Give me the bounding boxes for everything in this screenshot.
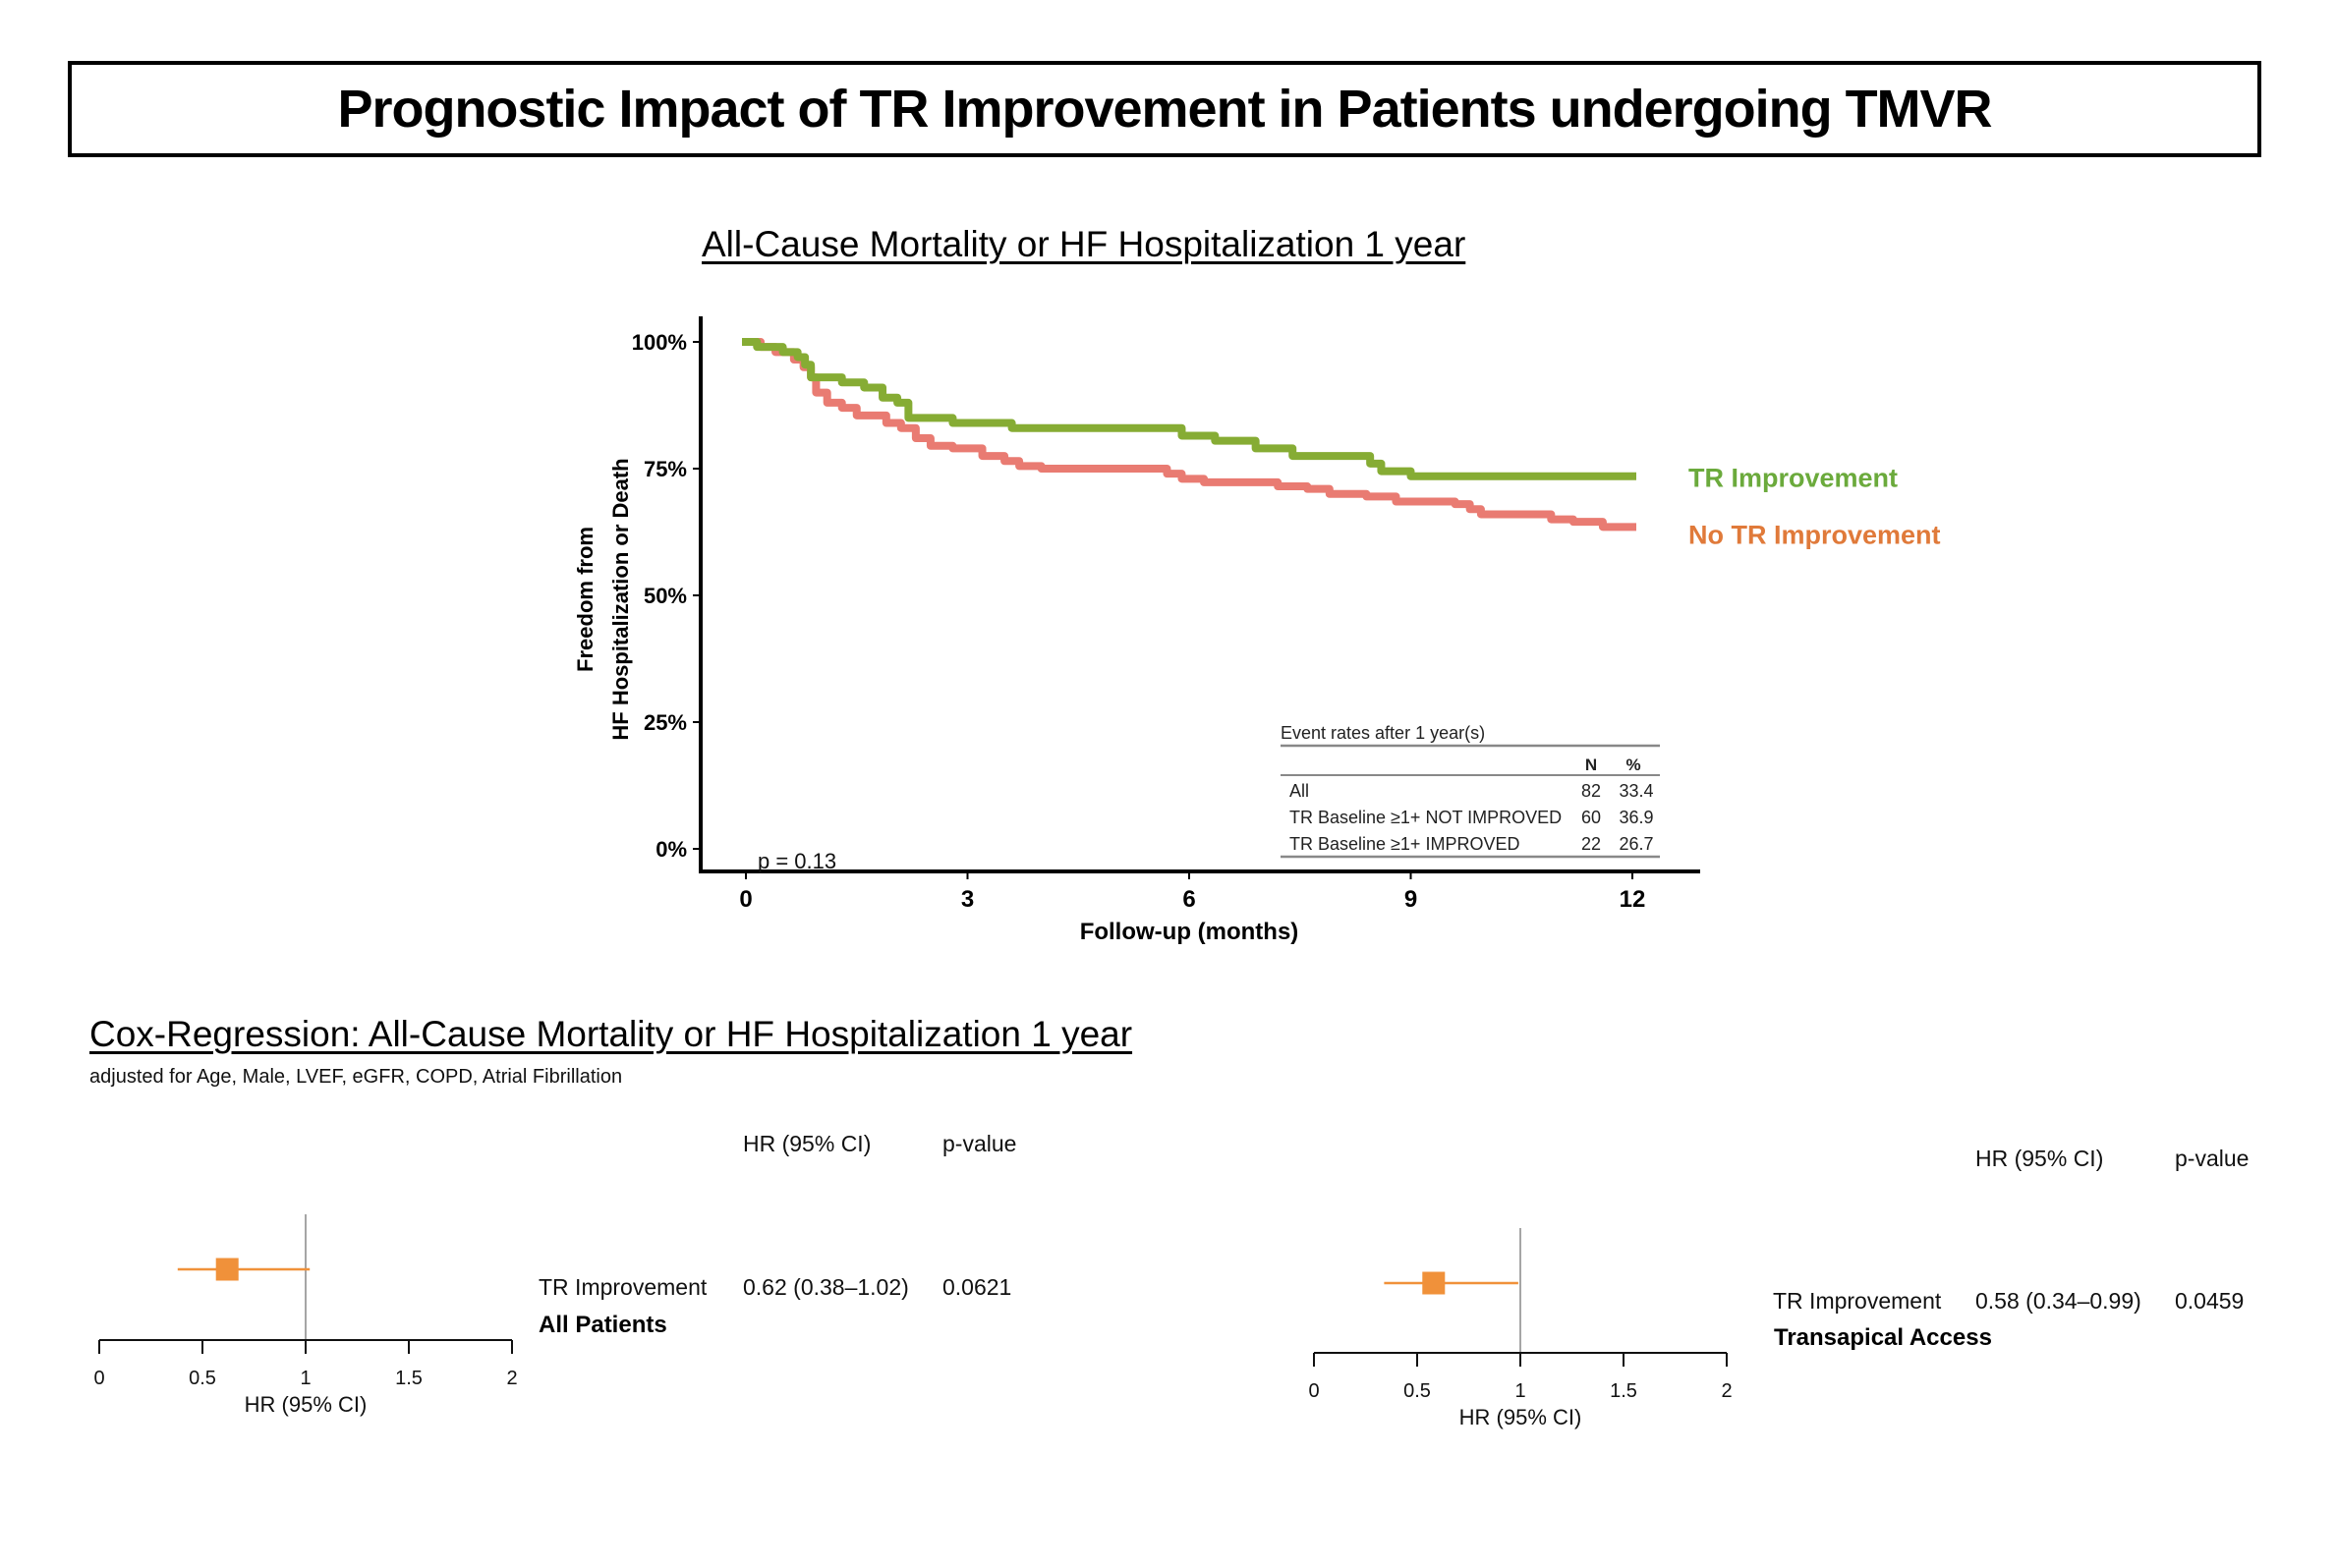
legend-label-tr-improvement: TR Improvement — [1688, 464, 1898, 493]
km-chart: 0% 25% 50% 75% 100% 0 3 6 9 12 Follow-up (months) F… — [573, 316, 1941, 945]
event-table-row-pct: 33.4 — [1619, 781, 1653, 801]
forest2-subgroup: Transapical Access — [1774, 1324, 1992, 1351]
forest1-row-label: TR Improvement — [539, 1274, 708, 1300]
forest-x-axis-label: HR (95% CI) — [245, 1392, 368, 1417]
event-table-row-n: 60 — [1581, 808, 1601, 827]
forest2-row-p: 0.0459 — [2175, 1288, 2245, 1314]
forest-x-tick-label: 2 — [506, 1368, 517, 1389]
forest2-row-hr: 0.58 (0.34–0.99) — [1975, 1288, 2141, 1314]
event-table-header-pct: % — [1625, 756, 1640, 774]
p-value-annotation: p = 0.13 — [758, 849, 836, 873]
km-y-axis-label: Freedom from HF Hospitalization or Death — [573, 458, 633, 740]
km-x-tick-label: 0 — [739, 886, 752, 913]
event-rate-table: Event rates after 1 year(s) N % All 82 33.4 TR… — [1281, 723, 1660, 859]
forest2-p-header: p-value — [2175, 1146, 2250, 1171]
forest-x-tick-label: 1 — [1514, 1380, 1525, 1402]
forest-x-tick-label: 0 — [1308, 1380, 1319, 1402]
event-table-row-n: 22 — [1581, 834, 1601, 854]
forest-plot-all-patients: 0 0.5 1 1.5 2 HR (95% CI) — [93, 1214, 518, 1417]
event-table-header-n: N — [1585, 756, 1597, 774]
event-table-row-label: TR Baseline ≥1+ IMPROVED — [1289, 834, 1519, 854]
legend-label-no-tr-improvement: No TR Improvement — [1688, 520, 1941, 549]
km-curves — [742, 338, 1636, 532]
forest-x-axis-label: HR (95% CI) — [1459, 1405, 1582, 1429]
km-x-tick-label: 3 — [961, 886, 974, 913]
event-table-row-label: TR Baseline ≥1+ NOT IMPROVED — [1289, 808, 1562, 827]
km-x-tick-label: 6 — [1182, 886, 1195, 913]
page-title: Prognostic Impact of TR Improvement in P… — [337, 80, 1992, 139]
km-section-title: All-Cause Mortality or HF Hospitalizatio… — [702, 224, 1466, 264]
forest-x-tick-label: 0.5 — [189, 1368, 216, 1389]
km-y-tick-label: 0% — [656, 837, 687, 862]
forest1-row-hr: 0.62 (0.38–1.02) — [743, 1274, 909, 1300]
forest1-subgroup: All Patients — [539, 1312, 667, 1338]
forest-x-tick-label: 0 — [93, 1368, 104, 1389]
event-table-row-pct: 26.7 — [1619, 834, 1653, 854]
forest-x-tick-label: 1.5 — [395, 1368, 423, 1389]
km-x-tick-label: 9 — [1404, 886, 1417, 913]
km-y-tick-label: 25% — [644, 710, 687, 735]
forest-x-tick-label: 2 — [1721, 1380, 1732, 1402]
km-y-axis-label-line: HF Hospitalization or Death — [608, 458, 633, 740]
forest-hr-marker — [215, 1258, 239, 1281]
km-x-axis-label: Follow-up (months) — [1080, 919, 1299, 945]
km-axes: 0% 25% 50% 75% 100% 0 3 6 9 12 Follow-up (months) F… — [573, 316, 1700, 945]
forest2-hr-header: HR (95% CI) — [1975, 1146, 2104, 1171]
km-y-tick-label: 50% — [644, 584, 687, 608]
event-table-row-pct: 36.9 — [1619, 808, 1653, 827]
cox-section-title: Cox-Regression: All-Cause Mortality or H… — [89, 1014, 1133, 1054]
km-y-axis-label-line: Freedom from — [573, 527, 598, 672]
forest1-hr-header: HR (95% CI) — [743, 1131, 872, 1156]
km-x-tick-label: 12 — [1620, 886, 1646, 913]
km-labels: TR Improvement No TR Improvement — [1688, 464, 1941, 550]
forest-x-tick-label: 1.5 — [1610, 1380, 1637, 1402]
forest2-row-label: TR Improvement — [1773, 1288, 1942, 1314]
forest-x-tick-label: 1 — [300, 1368, 311, 1389]
forest1-p-header: p-value — [942, 1131, 1017, 1156]
km-y-tick-label: 100% — [632, 330, 687, 355]
forest-plot-transapical: 0 0.5 1 1.5 2 HR (95% CI) — [1308, 1228, 1733, 1429]
forest1-row-p: 0.0621 — [942, 1274, 1012, 1300]
km-curve-tr-improvement — [742, 338, 1636, 480]
forest-hr-marker — [1422, 1271, 1446, 1295]
cox-adjustment-note: adjusted for Age, Male, LVEF, eGFR, COPD… — [89, 1066, 623, 1088]
event-table-row-n: 82 — [1581, 781, 1601, 801]
title-box: Prognostic Impact of TR Improvement in P… — [68, 61, 2261, 157]
event-table-row-label: All — [1289, 781, 1309, 801]
km-y-tick-label: 75% — [644, 457, 687, 481]
event-table-title: Event rates after 1 year(s) — [1281, 723, 1485, 743]
forest-x-tick-label: 0.5 — [1403, 1380, 1431, 1402]
